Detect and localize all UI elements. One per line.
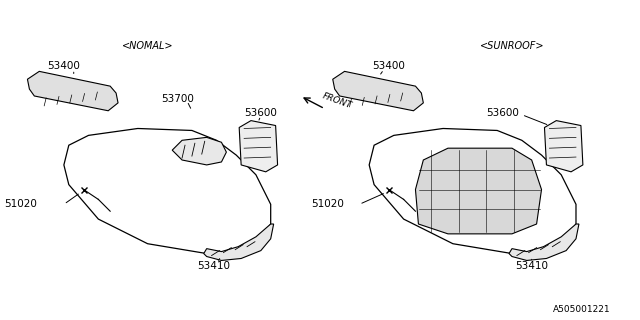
Polygon shape (333, 71, 423, 111)
Text: 51020: 51020 (4, 199, 37, 209)
Text: 53700: 53700 (161, 94, 193, 104)
Polygon shape (172, 137, 227, 165)
Polygon shape (509, 224, 579, 260)
Text: 53600: 53600 (244, 108, 277, 118)
Text: FRONT: FRONT (321, 92, 353, 111)
Text: 53600: 53600 (486, 108, 518, 118)
Text: A505001221: A505001221 (553, 305, 611, 314)
Text: 51020: 51020 (312, 199, 344, 209)
Polygon shape (545, 121, 583, 172)
Text: <SUNROOF>: <SUNROOF> (480, 41, 544, 51)
Polygon shape (239, 121, 278, 172)
Polygon shape (415, 148, 541, 234)
Text: 53400: 53400 (47, 61, 80, 71)
Text: 53410: 53410 (197, 261, 230, 271)
Text: 53410: 53410 (515, 261, 548, 271)
Text: <NOMAL>: <NOMAL> (122, 41, 173, 51)
Text: 53400: 53400 (372, 61, 405, 71)
Polygon shape (28, 71, 118, 111)
Polygon shape (204, 224, 274, 260)
